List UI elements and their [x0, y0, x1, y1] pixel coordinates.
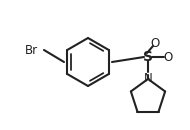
Text: Br: Br: [25, 44, 38, 57]
Text: O: O: [163, 50, 173, 63]
Text: S: S: [143, 50, 153, 64]
Text: N: N: [144, 72, 152, 84]
Text: O: O: [150, 37, 160, 50]
